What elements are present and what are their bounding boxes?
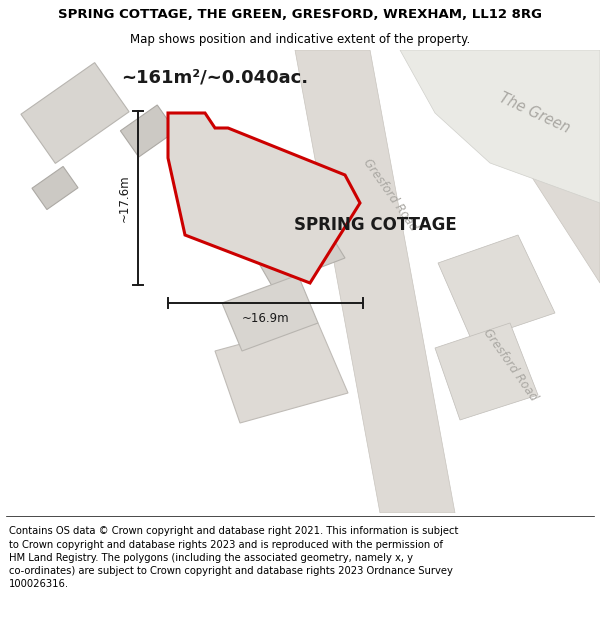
Text: SPRING COTTAGE, THE GREEN, GRESFORD, WREXHAM, LL12 8RG: SPRING COTTAGE, THE GREEN, GRESFORD, WRE… xyxy=(58,8,542,21)
Text: Contains OS data © Crown copyright and database right 2021. This information is : Contains OS data © Crown copyright and d… xyxy=(9,526,458,589)
Polygon shape xyxy=(215,323,348,423)
Polygon shape xyxy=(295,50,455,513)
Text: The Green: The Green xyxy=(497,90,573,136)
Text: ~161m²/~0.040ac.: ~161m²/~0.040ac. xyxy=(121,69,308,87)
Polygon shape xyxy=(222,275,318,351)
Polygon shape xyxy=(168,113,360,283)
Text: ~16.9m: ~16.9m xyxy=(242,312,289,326)
Polygon shape xyxy=(438,235,555,341)
Polygon shape xyxy=(450,50,600,283)
Text: ~17.6m: ~17.6m xyxy=(118,174,131,222)
Polygon shape xyxy=(230,185,345,286)
Text: Gresford Road: Gresford Road xyxy=(360,156,420,234)
Polygon shape xyxy=(400,50,600,203)
Polygon shape xyxy=(21,62,129,163)
Polygon shape xyxy=(121,105,176,157)
Polygon shape xyxy=(435,323,538,420)
Text: SPRING COTTAGE: SPRING COTTAGE xyxy=(293,216,457,234)
Text: Map shows position and indicative extent of the property.: Map shows position and indicative extent… xyxy=(130,32,470,46)
Polygon shape xyxy=(32,166,78,209)
Text: Gresford Road: Gresford Road xyxy=(480,326,540,404)
